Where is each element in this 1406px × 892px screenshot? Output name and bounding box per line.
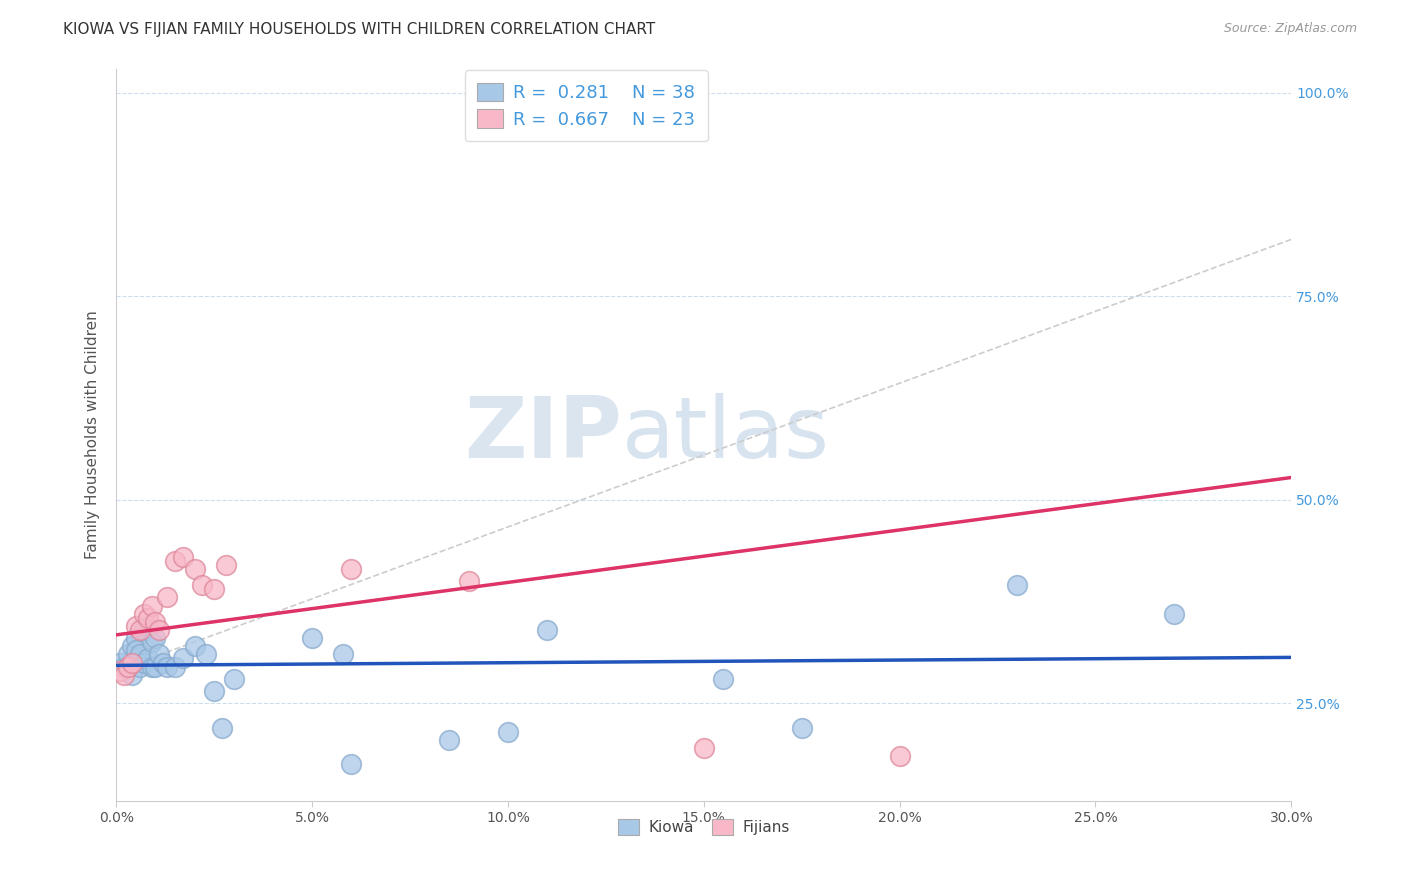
- Point: [128, 648, 150, 662]
- Point: [121, 640, 143, 654]
- Point: [183, 562, 205, 576]
- Point: [121, 656, 143, 670]
- Point: [117, 659, 139, 673]
- Point: [215, 558, 238, 572]
- Point: [152, 656, 174, 670]
- Text: ZIP: ZIP: [464, 393, 621, 476]
- Point: [156, 591, 179, 605]
- Point: [132, 656, 155, 670]
- Point: [172, 549, 194, 564]
- Point: [136, 619, 159, 633]
- Point: [332, 648, 354, 662]
- Text: Source: ZipAtlas.com: Source: ZipAtlas.com: [1223, 22, 1357, 36]
- Point: [125, 643, 148, 657]
- Y-axis label: Family Households with Children: Family Households with Children: [86, 310, 100, 559]
- Point: [108, 664, 131, 678]
- Point: [163, 659, 186, 673]
- Point: [211, 721, 233, 735]
- Point: [128, 623, 150, 637]
- Point: [117, 659, 139, 673]
- Point: [172, 651, 194, 665]
- Point: [112, 659, 135, 673]
- Point: [1005, 578, 1028, 592]
- Point: [148, 623, 170, 637]
- Point: [156, 659, 179, 673]
- Point: [163, 554, 186, 568]
- Text: atlas: atlas: [621, 393, 830, 476]
- Point: [125, 631, 148, 645]
- Point: [536, 623, 558, 637]
- Point: [132, 607, 155, 621]
- Point: [340, 562, 363, 576]
- Point: [145, 631, 167, 645]
- Point: [195, 648, 218, 662]
- Legend: Kiowa, Fijians: Kiowa, Fijians: [609, 810, 799, 845]
- Point: [141, 659, 163, 673]
- Point: [183, 640, 205, 654]
- Point: [301, 631, 323, 645]
- Point: [132, 623, 155, 637]
- Point: [112, 667, 135, 681]
- Point: [117, 648, 139, 662]
- Point: [136, 611, 159, 625]
- Point: [889, 749, 911, 764]
- Point: [108, 656, 131, 670]
- Text: KIOWA VS FIJIAN FAMILY HOUSEHOLDS WITH CHILDREN CORRELATION CHART: KIOWA VS FIJIAN FAMILY HOUSEHOLDS WITH C…: [63, 22, 655, 37]
- Point: [145, 615, 167, 629]
- Point: [437, 732, 460, 747]
- Point: [136, 651, 159, 665]
- Point: [202, 684, 225, 698]
- Point: [457, 574, 479, 589]
- Point: [340, 757, 363, 772]
- Point: [121, 667, 143, 681]
- Point: [1163, 607, 1185, 621]
- Point: [496, 724, 519, 739]
- Point: [191, 578, 214, 592]
- Point: [148, 648, 170, 662]
- Point: [790, 721, 813, 735]
- Point: [713, 672, 735, 686]
- Point: [141, 635, 163, 649]
- Point: [141, 599, 163, 613]
- Point: [693, 741, 716, 756]
- Point: [145, 659, 167, 673]
- Point: [222, 672, 245, 686]
- Point: [125, 619, 148, 633]
- Point: [202, 582, 225, 597]
- Point: [128, 659, 150, 673]
